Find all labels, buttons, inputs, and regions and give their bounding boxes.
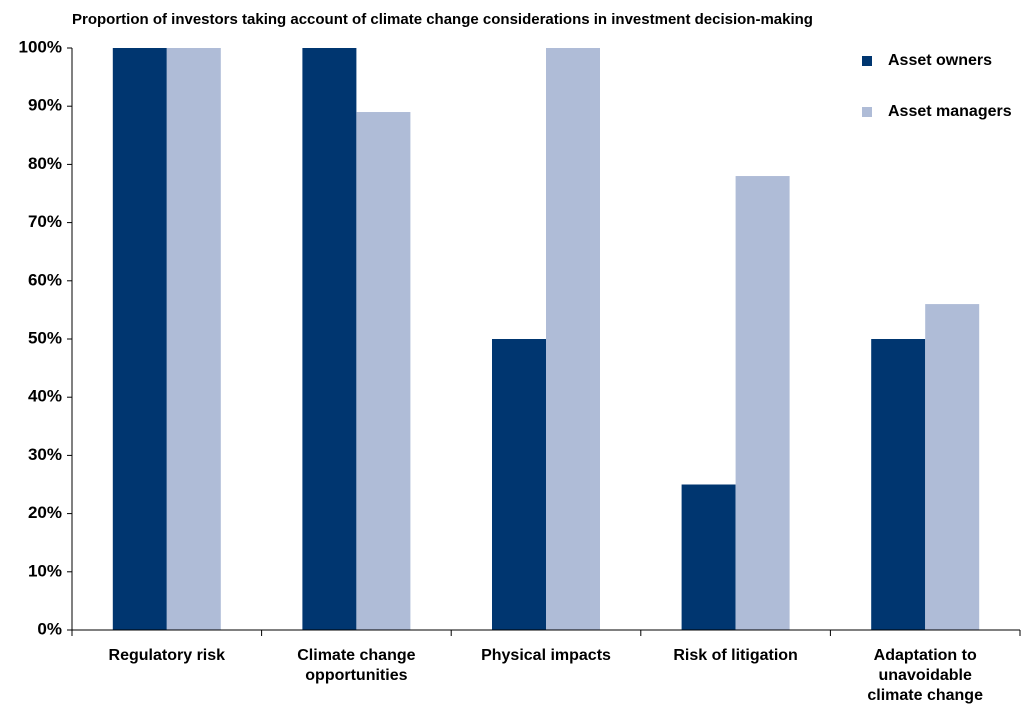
bar: [166, 48, 221, 630]
x-tick-label: Climate change opportunities: [297, 647, 416, 684]
legend-label: Asset managers: [888, 103, 1012, 120]
legend-swatch: [862, 107, 872, 117]
bar: [735, 176, 790, 631]
y-tick-label: 0%: [37, 619, 62, 638]
y-tick-label: 30%: [28, 445, 62, 464]
y-tick-label: 40%: [28, 387, 62, 406]
legend-swatch: [862, 56, 872, 66]
y-tick-label: 90%: [28, 96, 62, 115]
legend-label: Asset owners: [888, 52, 992, 69]
x-tick-label: Physical impacts: [481, 647, 611, 664]
bar: [871, 339, 926, 630]
bar: [302, 48, 357, 630]
bar: [112, 48, 167, 630]
bar: [681, 484, 736, 630]
bar: [925, 304, 980, 630]
y-tick-label: 10%: [28, 561, 62, 580]
y-tick-label: 20%: [28, 503, 62, 522]
bar: [356, 112, 411, 630]
y-tick-label: 50%: [28, 328, 62, 347]
y-tick-label: 80%: [28, 154, 62, 173]
x-tick-label: Risk of litigation: [673, 647, 798, 664]
y-tick-label: 70%: [28, 212, 62, 231]
x-tick-label: Regulatory risk: [108, 647, 226, 664]
y-tick-label: 60%: [28, 270, 62, 289]
bar: [546, 48, 600, 630]
x-tick-label: Adaptation to unavoidable climate change: [867, 647, 983, 704]
bar: [492, 339, 546, 630]
chart-title: Proportion of investors taking account o…: [72, 11, 813, 28]
y-tick-label: 100%: [19, 37, 62, 56]
